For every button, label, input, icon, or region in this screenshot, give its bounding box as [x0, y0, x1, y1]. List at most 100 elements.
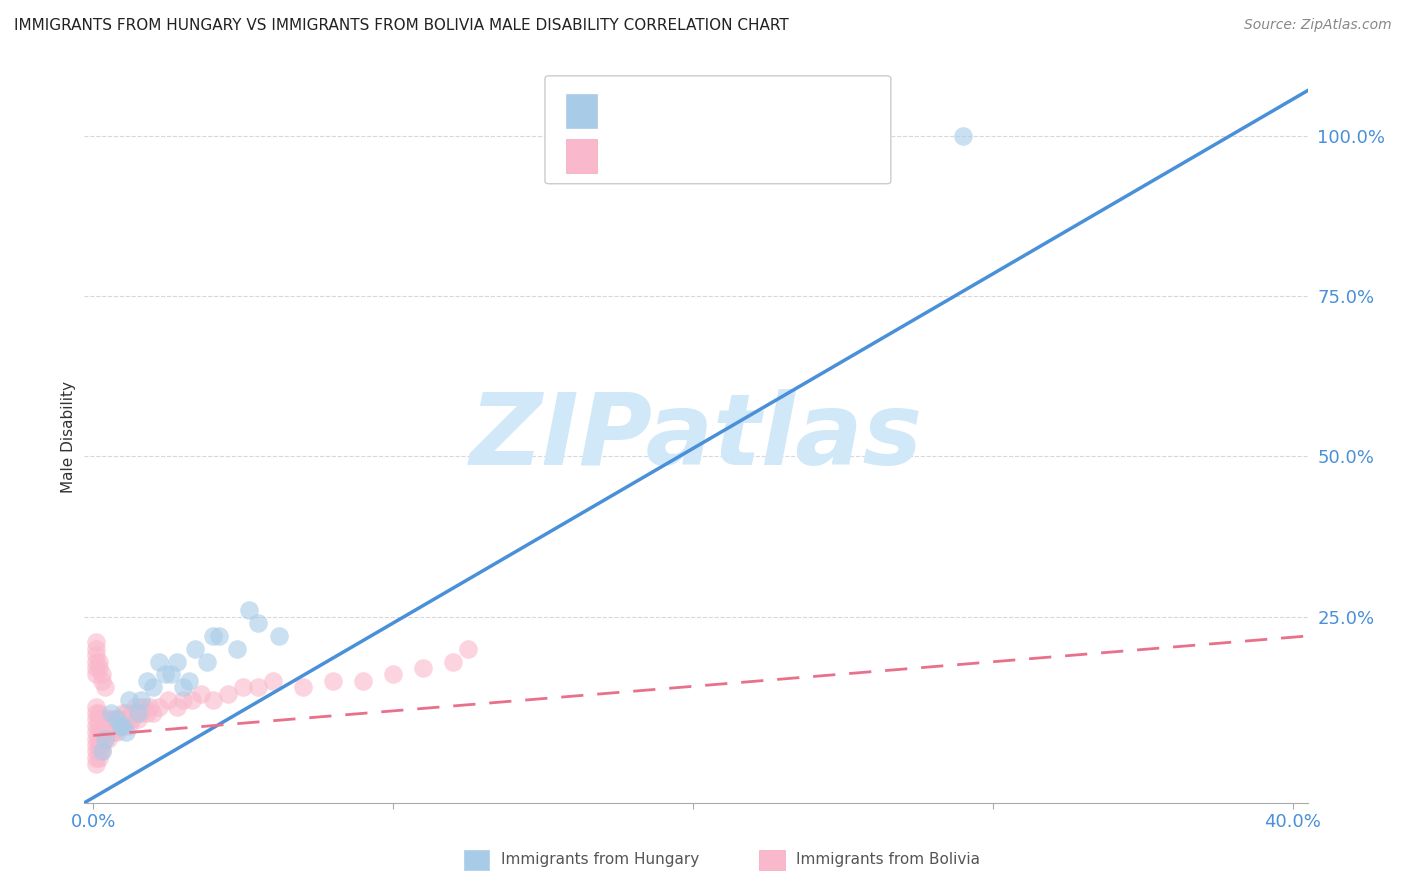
Point — [94, 731, 117, 746]
Point — [136, 706, 159, 720]
Text: R =  0.908: R = 0.908 — [612, 98, 707, 116]
Point — [179, 673, 201, 688]
Point — [86, 667, 108, 681]
Point — [89, 744, 111, 758]
Point — [91, 712, 114, 726]
Point — [89, 661, 111, 675]
Point — [97, 725, 120, 739]
Point — [100, 719, 122, 733]
Point — [121, 706, 143, 720]
Point — [103, 725, 125, 739]
Point — [97, 719, 120, 733]
Point — [94, 681, 117, 695]
Point — [97, 731, 120, 746]
Point — [94, 725, 117, 739]
Point — [441, 655, 464, 669]
Text: R =  0.148: R = 0.148 — [612, 144, 707, 161]
Point — [86, 744, 108, 758]
Point — [86, 655, 108, 669]
Point — [127, 706, 149, 720]
Point — [91, 667, 114, 681]
Y-axis label: Male Disability: Male Disability — [60, 381, 76, 493]
Point — [112, 719, 135, 733]
Point — [100, 706, 122, 720]
Point — [160, 667, 183, 681]
Point — [86, 661, 108, 675]
Point — [89, 655, 111, 669]
Point — [136, 673, 159, 688]
Point — [89, 738, 111, 752]
Point — [94, 731, 117, 746]
Point — [208, 629, 231, 643]
Point — [382, 667, 405, 681]
Point — [86, 725, 108, 739]
Point — [202, 629, 225, 643]
Point — [91, 738, 114, 752]
Point — [115, 712, 138, 726]
Point — [115, 725, 138, 739]
Text: Immigrants from Hungary: Immigrants from Hungary — [501, 853, 699, 867]
Point — [89, 751, 111, 765]
Point — [86, 751, 108, 765]
Point — [292, 681, 315, 695]
Point — [105, 712, 128, 726]
Point — [86, 699, 108, 714]
Point — [94, 712, 117, 726]
Point — [124, 706, 146, 720]
Point — [148, 655, 170, 669]
Point — [131, 693, 153, 707]
Point — [112, 712, 135, 726]
Point — [89, 712, 111, 726]
Point — [131, 706, 153, 720]
Point — [124, 699, 146, 714]
Point — [89, 706, 111, 720]
Point — [100, 725, 122, 739]
Point — [247, 616, 270, 631]
Point — [166, 655, 188, 669]
Point — [86, 731, 108, 746]
Point — [110, 719, 132, 733]
Point — [118, 693, 141, 707]
Text: Immigrants from Bolivia: Immigrants from Bolivia — [796, 853, 980, 867]
Text: ZIPatlas: ZIPatlas — [470, 389, 922, 485]
Point — [952, 128, 974, 143]
Point — [172, 693, 194, 707]
Point — [91, 673, 114, 688]
Point — [89, 731, 111, 746]
Point — [118, 719, 141, 733]
Point — [134, 699, 156, 714]
Point — [86, 719, 108, 733]
Point — [166, 699, 188, 714]
Point — [103, 719, 125, 733]
Point — [105, 712, 128, 726]
Point — [86, 757, 108, 772]
Point — [112, 706, 135, 720]
Point — [142, 681, 165, 695]
Point — [148, 699, 170, 714]
Point — [89, 725, 111, 739]
Point — [157, 693, 180, 707]
Point — [91, 719, 114, 733]
Point — [91, 731, 114, 746]
Point — [195, 655, 218, 669]
Point — [457, 641, 479, 656]
Point — [103, 712, 125, 726]
Point — [110, 719, 132, 733]
Point — [202, 693, 225, 707]
Point — [184, 641, 207, 656]
Point — [127, 706, 149, 720]
Point — [322, 673, 344, 688]
Point — [262, 673, 284, 688]
Point — [86, 648, 108, 663]
Point — [217, 687, 239, 701]
Point — [181, 693, 204, 707]
Point — [412, 661, 434, 675]
Point — [86, 635, 108, 649]
Point — [172, 681, 194, 695]
Point — [131, 699, 153, 714]
Point — [91, 744, 114, 758]
Point — [89, 719, 111, 733]
Point — [155, 667, 177, 681]
Point — [232, 681, 254, 695]
Point — [247, 681, 270, 695]
